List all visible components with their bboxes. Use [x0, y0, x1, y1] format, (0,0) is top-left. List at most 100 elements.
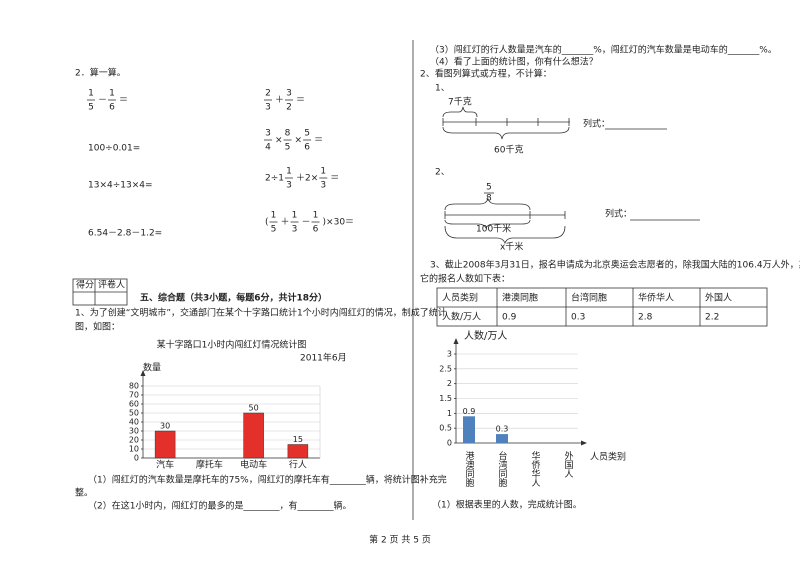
- value-label: 30: [160, 422, 170, 431]
- expr-text: (: [265, 218, 269, 228]
- table-header: 外国人: [705, 292, 732, 304]
- x-tick-label: 港澳同胞: [464, 450, 475, 488]
- expr-text: ＝: [296, 96, 305, 106]
- question-text: （4）看了上面的统计图，你有什么想法？: [430, 56, 598, 68]
- denominator: 3: [292, 225, 298, 235]
- denominator: 4: [265, 143, 271, 153]
- expr-text: 100÷0.01=: [88, 144, 140, 154]
- table-header: 人员类别: [442, 292, 478, 304]
- expr-text: ×: [295, 136, 303, 146]
- numerator: 5: [304, 129, 310, 139]
- table-cell: 0.3: [571, 313, 585, 323]
- score-label: 得分: [76, 279, 94, 291]
- formula-label: 列式：: [583, 118, 610, 130]
- question-text: 2、看图列算式或方程，不计算：: [420, 68, 552, 80]
- value-label: 0.3: [496, 425, 509, 434]
- denominator: 6: [109, 103, 115, 113]
- brace: [442, 126, 570, 140]
- y-tick-label: 70: [129, 391, 139, 400]
- x-tick-label: 外国人: [563, 450, 574, 478]
- y-tick-label: 2.5: [439, 364, 452, 373]
- denominator: 3: [265, 103, 271, 113]
- expr-text: 2÷1: [265, 174, 284, 184]
- y-tick-label: 3: [447, 350, 452, 359]
- numerator: 1: [286, 167, 292, 177]
- expr-text: )×30＝: [323, 218, 355, 228]
- expr-text: 13×4÷13×4=: [88, 181, 153, 191]
- table-cell: 0.9: [502, 313, 517, 323]
- table-cell: 2.2: [705, 313, 719, 323]
- question-text: 图，如图：: [75, 321, 120, 333]
- value-label: 0.9: [463, 407, 476, 416]
- numerator: 3: [265, 129, 271, 139]
- bar: [496, 434, 508, 443]
- x-tick-label: 汽车: [156, 459, 174, 471]
- denominator: 5: [88, 103, 94, 113]
- expr-text: －: [98, 96, 107, 106]
- page-footer: 第 2 页 共 5 页: [369, 534, 431, 546]
- x-tick-label: 摩托车: [196, 459, 223, 471]
- numerator: 1: [320, 167, 326, 177]
- expr-text: ＋: [275, 95, 284, 106]
- expr-text: ×: [275, 136, 283, 146]
- denominator: 6: [313, 225, 319, 235]
- x-tick-label: 行人: [289, 459, 307, 471]
- brace: [444, 225, 566, 245]
- numerator: 1: [109, 89, 115, 99]
- numerator: 1: [271, 211, 277, 221]
- expr-text: ＋2×: [296, 173, 318, 184]
- bar: [463, 416, 475, 443]
- diagram-label: x千米: [500, 241, 523, 253]
- expr-text: －: [302, 218, 311, 228]
- segment-ticks: [442, 118, 570, 126]
- y-tick-label: 60: [129, 400, 139, 409]
- question-text: 整。: [75, 487, 93, 499]
- y-tick-label: 0: [134, 454, 139, 463]
- denominator: 8: [486, 194, 492, 204]
- question-text: 3、截止2008年3月31日，报名申请成为北京奥运会志愿者的，除我国大陆的106…: [430, 259, 800, 271]
- numerator: 2: [265, 89, 271, 99]
- bar: [287, 444, 309, 459]
- y-tick-label: 10: [129, 445, 139, 454]
- y-tick-label: 40: [129, 418, 139, 427]
- section-heading: 五、综合题（共3小题，每题6分，共计18分）: [140, 292, 327, 304]
- expr-text: 6.54－2.8－1.2=: [88, 229, 162, 239]
- diagram-number: 2、: [435, 168, 450, 178]
- denominator: 3: [286, 181, 292, 191]
- axis-arrow: [581, 440, 587, 446]
- expr-text: ＋: [281, 217, 290, 228]
- table-header: 台湾同胞: [571, 292, 607, 304]
- question-text: （3）闯红灯的行人数量是汽车的_______%，闯红灯的汽车数量是电动车的___…: [430, 44, 777, 56]
- denominator: 3: [320, 181, 326, 191]
- x-tick-label: 华侨华人: [530, 450, 541, 487]
- y-tick-label: 30: [129, 427, 139, 436]
- numerator: 1: [313, 211, 319, 221]
- numerator: 5: [486, 183, 492, 193]
- y-tick-label: 20: [129, 436, 139, 445]
- y-tick-label: 1: [447, 409, 452, 418]
- numerator: 1: [292, 211, 298, 221]
- diagram-number: 1、: [435, 84, 450, 94]
- x-tick-label: 台湾同胞: [497, 450, 508, 488]
- y-tick-label: 0: [447, 439, 452, 448]
- denominator: 5: [271, 225, 277, 235]
- y-tick-label: 0.5: [439, 424, 452, 433]
- denominator: 5: [285, 143, 291, 153]
- y-tick-label: 2: [447, 379, 452, 388]
- expr-text: ＝: [119, 96, 128, 106]
- brace: [444, 197, 531, 211]
- x-tick-label: 电动车: [240, 459, 267, 471]
- table-cell: 人数/万人: [442, 311, 481, 323]
- diagram-label: 100千米: [476, 223, 511, 235]
- axis-arrow: [453, 338, 459, 344]
- y-tick-label: 50: [129, 409, 139, 418]
- table-cell: 2.8: [638, 313, 653, 323]
- bar: [243, 412, 264, 459]
- section-heading: 2．算一算。: [75, 67, 126, 79]
- numerator: 1: [88, 89, 94, 99]
- segment-ticks: [444, 211, 566, 219]
- y-tick-label: 80: [129, 382, 139, 391]
- formula-label: 列式：: [605, 208, 632, 220]
